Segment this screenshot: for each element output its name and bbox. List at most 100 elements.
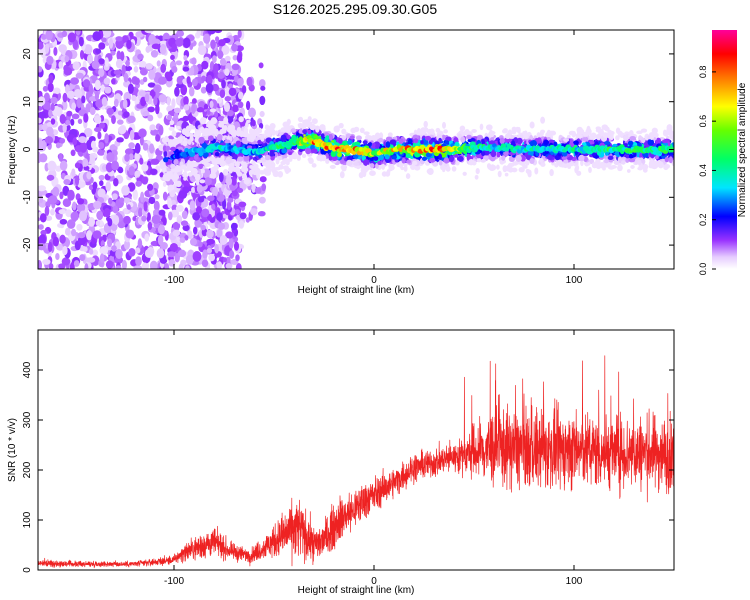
spectrogram-cell — [52, 236, 60, 247]
spectrogram-cell — [661, 139, 669, 144]
spectrogram-cell — [129, 129, 135, 141]
spectrogram-cell — [42, 258, 51, 265]
spectrogram-cell — [172, 221, 181, 230]
spectrogram-cell — [198, 163, 204, 170]
spectrogram-cell — [485, 124, 493, 131]
colorbar-tick-label: 0.4 — [698, 164, 708, 177]
spectrogram-cell — [142, 142, 149, 151]
spectrogram-cell — [169, 120, 175, 126]
spectrogram-ytick-label: 20 — [22, 48, 33, 60]
spectrogram-cell — [76, 97, 82, 109]
spectrogram-cell — [65, 119, 71, 126]
spectrogram-cell — [105, 181, 111, 192]
spectrogram-cell — [175, 37, 184, 47]
spectrogram-cell — [160, 63, 167, 74]
spectrogram-cell — [199, 179, 206, 184]
spectrogram-cell — [212, 55, 217, 63]
spectrogram-cell — [442, 121, 446, 129]
spectrogram-cell — [121, 259, 127, 269]
spectrogram-cell — [67, 90, 75, 100]
spectrogram-cell — [170, 54, 175, 61]
colorbar-tick-label: 0.6 — [698, 115, 708, 128]
spectrogram-cell — [657, 159, 662, 165]
spectrogram-cell — [214, 243, 219, 254]
spectrogram-cell — [219, 235, 228, 246]
spectrogram-cell — [183, 180, 190, 188]
spectrogram-cell — [176, 82, 184, 89]
spectrogram-cell — [164, 262, 170, 269]
spectrogram-cell — [74, 162, 81, 169]
spectrogram-cell — [563, 138, 570, 142]
spectrogram-cell — [75, 72, 84, 79]
spectrogram-cell — [147, 106, 155, 113]
spectrogram-cell — [148, 69, 156, 80]
spectrogram-cell — [107, 238, 113, 248]
spectrogram-cell — [412, 160, 418, 166]
spectrogram-cell — [534, 167, 539, 175]
spectrogram-cell — [104, 86, 112, 94]
spectrogram-cell — [355, 135, 362, 141]
spectrogram-cell — [206, 229, 214, 239]
spectrogram-cell — [625, 154, 631, 159]
spectrogram-cell — [226, 128, 233, 133]
spectrogram-ytick-label: -20 — [22, 237, 33, 252]
spectrogram-cell — [150, 129, 159, 136]
spectrogram-cell — [50, 103, 55, 111]
spectrogram-cell — [617, 132, 625, 137]
spectrogram-cell — [260, 134, 265, 142]
spectrogram-cell — [202, 117, 207, 122]
spectrogram-cell — [98, 122, 105, 129]
spectrogram-cell — [235, 254, 240, 262]
spectrogram-ylabel: Frequency (Hz) — [7, 116, 18, 185]
spectrogram-cell — [301, 153, 307, 159]
spectrogram-cell — [563, 159, 569, 164]
spectrogram-cell — [113, 177, 119, 187]
spectrogram-cell — [112, 205, 119, 214]
spectrogram-cell — [609, 130, 615, 136]
spectrogram-cell — [339, 171, 345, 179]
spectrogram-cell — [38, 153, 48, 163]
spectrogram-cell — [147, 183, 154, 191]
spectrogram-cell — [64, 227, 71, 236]
spectrogram-cell — [83, 165, 90, 171]
spectrogram-cell — [86, 171, 92, 180]
spectrogram-cell — [108, 197, 113, 205]
spectrogram-cell — [378, 137, 384, 142]
spectrogram-cell — [73, 260, 80, 267]
spectrogram-cell — [387, 132, 393, 137]
spectrogram-cell — [419, 129, 427, 135]
spectrogram-cell — [46, 174, 55, 181]
spectrogram-cell — [662, 149, 669, 154]
snr-axes: -100 0 100 0 100 200 300 400 — [22, 330, 674, 587]
spectrogram-cell — [204, 177, 212, 186]
spectrogram-cell — [553, 141, 558, 147]
spectrogram-cell — [69, 262, 75, 269]
spectrogram-cell — [182, 186, 190, 194]
spectrogram-cell — [223, 102, 231, 113]
spectrogram-cell — [274, 166, 281, 171]
spectrogram-cell — [63, 67, 73, 76]
spectrogram-cell — [173, 112, 179, 119]
spectrogram-cell — [162, 145, 167, 152]
spectrogram-cell — [58, 61, 64, 69]
spectrogram-cell — [156, 60, 161, 67]
spectrogram-cell — [171, 130, 177, 138]
spectrogram-cell — [96, 210, 104, 221]
spectrogram-cell — [413, 138, 419, 144]
spectrogram-cell — [120, 51, 125, 62]
spectrogram-cell — [65, 209, 72, 218]
snr-xlabel: Height of straight line (km) — [298, 585, 415, 596]
spectrogram-cell — [174, 86, 180, 97]
spectrogram-cell — [123, 72, 129, 83]
spectrogram-cell — [165, 180, 175, 186]
spectrogram-cell — [347, 139, 353, 145]
spectrogram-cell — [527, 171, 532, 178]
spectrogram-cell — [111, 115, 116, 125]
spectrogram-cell — [529, 158, 535, 164]
spectrogram-cell — [83, 44, 93, 55]
spectrogram-cell — [248, 128, 254, 136]
snr-xtick-label: 100 — [566, 576, 583, 587]
spectrogram-cell — [184, 147, 189, 153]
spectrogram-cell — [591, 152, 597, 157]
spectrogram-cell — [501, 155, 506, 161]
